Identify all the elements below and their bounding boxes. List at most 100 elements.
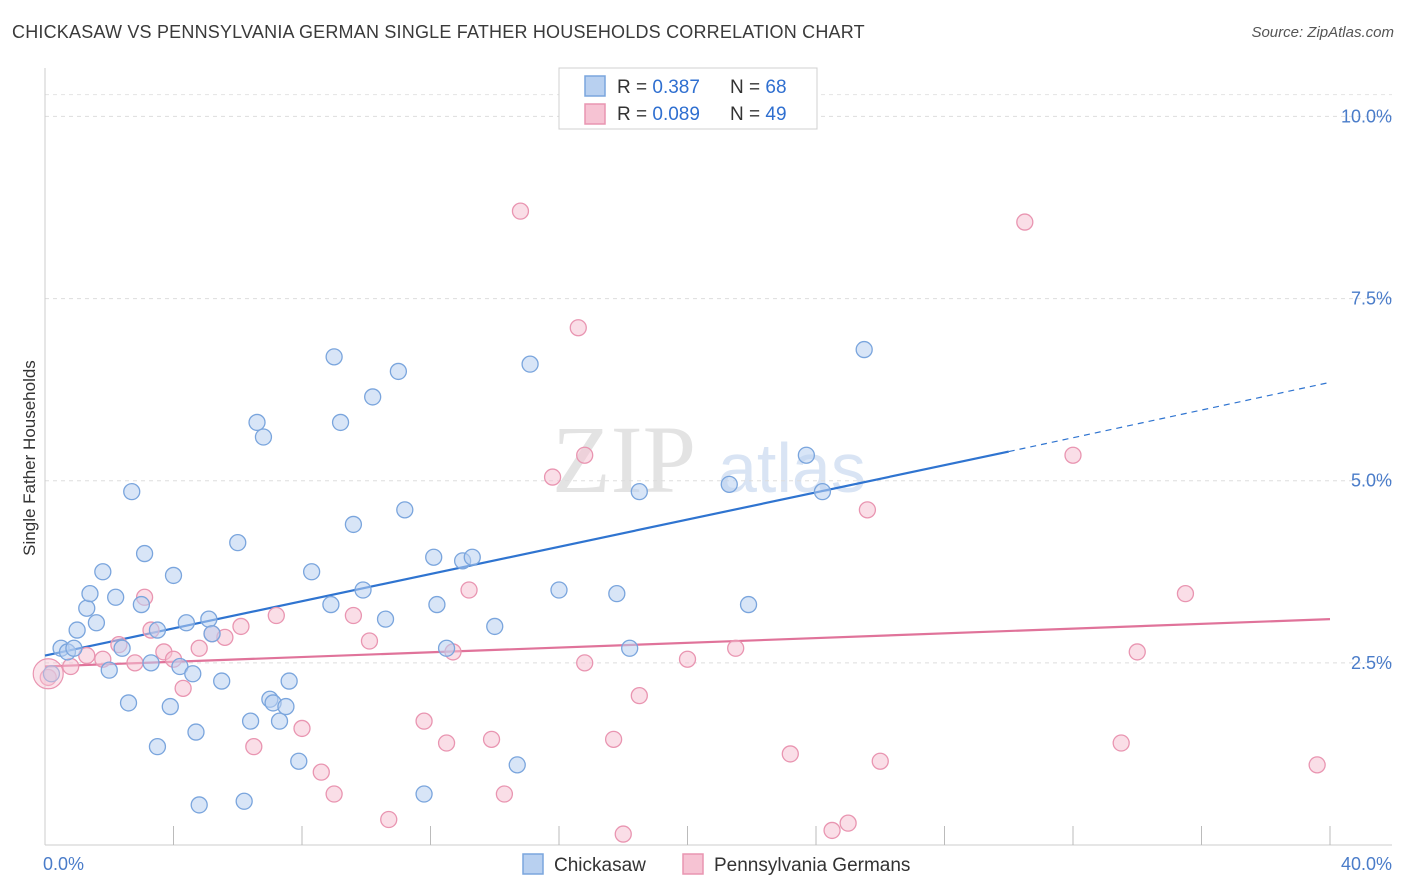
point-chickasaw-27 bbox=[203, 625, 221, 643]
point-pagerman-14 bbox=[232, 617, 250, 636]
point-pagerman-17 bbox=[293, 719, 311, 738]
watermark-zip: ZIP bbox=[552, 406, 696, 513]
point-pagerman-21 bbox=[360, 632, 379, 650]
point-pagerman-16 bbox=[267, 606, 285, 625]
point-pagerman-19 bbox=[325, 785, 343, 803]
point-pagerman-24 bbox=[437, 734, 456, 752]
point-chickasaw-53 bbox=[437, 639, 456, 657]
legend-swatch-pagerman bbox=[584, 103, 606, 125]
point-chickasaw-57 bbox=[508, 756, 526, 774]
point-chickasaw-24 bbox=[187, 723, 205, 741]
bottom-legend-swatch-chickasaw bbox=[522, 853, 544, 875]
bottom-legend-label-pagerman: Pennsylvania Germans bbox=[714, 855, 910, 876]
y-tick-label-1: 5.0% bbox=[1351, 471, 1392, 491]
point-pagerman-36 bbox=[630, 686, 648, 705]
point-chickasaw-15 bbox=[135, 544, 154, 563]
point-chickasaw-33 bbox=[254, 428, 273, 446]
trend-line-chickasaw-extension bbox=[1008, 381, 1331, 453]
point-pagerman-5 bbox=[126, 654, 144, 672]
legend-n-2: N = 49 bbox=[730, 104, 787, 125]
point-chickasaw-30 bbox=[235, 792, 253, 810]
point-pagerman-44 bbox=[1016, 213, 1034, 231]
point-chickasaw-23 bbox=[184, 665, 202, 683]
point-chickasaw-49 bbox=[396, 501, 414, 519]
point-pagerman-42 bbox=[858, 501, 877, 519]
point-pagerman-22 bbox=[380, 810, 398, 829]
bottom-legend-swatch-pagerman bbox=[682, 853, 704, 875]
watermark: ZIP atlas bbox=[552, 406, 866, 513]
point-pagerman-15 bbox=[245, 737, 263, 756]
point-chickasaw-40 bbox=[302, 563, 321, 581]
point-chickasaw-38 bbox=[280, 672, 298, 690]
point-pagerman-45 bbox=[1064, 446, 1082, 464]
point-chickasaw-67 bbox=[855, 340, 873, 359]
legend-n-value-1: 68 bbox=[765, 77, 786, 98]
point-pagerman-20 bbox=[344, 606, 363, 625]
y-tick-label-0: 2.5% bbox=[1351, 653, 1392, 673]
point-pagerman-46 bbox=[1112, 734, 1130, 752]
point-chickasaw-6 bbox=[81, 584, 99, 603]
legend-r-value-2: 0.089 bbox=[652, 104, 700, 125]
point-chickasaw-17 bbox=[148, 621, 167, 639]
point-chickasaw-65 bbox=[797, 446, 816, 464]
point-pagerman-43 bbox=[871, 752, 889, 770]
point-pagerman-28 bbox=[495, 785, 514, 803]
point-chickasaw-16 bbox=[142, 654, 160, 672]
watermark-atlas: atlas bbox=[718, 429, 866, 507]
point-chickasaw-19 bbox=[161, 697, 179, 716]
data-points bbox=[32, 202, 1326, 843]
bottom-legend: Chickasaw Pennsylvania Germans bbox=[522, 853, 910, 876]
point-chickasaw-48 bbox=[389, 362, 408, 381]
x-tick-label-0: 0.0% bbox=[43, 854, 84, 874]
point-chickasaw-21 bbox=[171, 657, 189, 676]
point-pagerman-37 bbox=[678, 650, 697, 668]
point-chickasaw-25 bbox=[190, 796, 208, 814]
point-chickasaw-45 bbox=[354, 581, 372, 599]
point-chickasaw-12 bbox=[119, 694, 138, 712]
point-chickasaw-52 bbox=[428, 595, 446, 614]
point-chickasaw-41 bbox=[322, 595, 340, 614]
point-chickasaw-22 bbox=[177, 614, 196, 632]
tick-labels: 2.5% 5.0% 7.5% 10.0% 0.0% 40.0% bbox=[43, 106, 1392, 874]
y-tick-label-2: 7.5% bbox=[1351, 289, 1392, 309]
point-chickasaw-13 bbox=[123, 482, 141, 501]
legend-n-value-2: 49 bbox=[765, 104, 786, 125]
point-chickasaw-5 bbox=[78, 599, 96, 617]
point-chickasaw-36 bbox=[270, 712, 289, 730]
point-pagerman-40 bbox=[823, 821, 841, 840]
y-axis-label: Single Father Households bbox=[20, 360, 39, 556]
legend-r-label-1: R = bbox=[617, 77, 652, 98]
legend-row-2: R = 0.089 bbox=[617, 104, 700, 125]
point-chickasaw-8 bbox=[94, 563, 112, 581]
point-chickasaw-14 bbox=[132, 595, 151, 614]
point-pagerman-41 bbox=[839, 814, 857, 832]
point-chickasaw-61 bbox=[621, 639, 639, 657]
axes bbox=[44, 68, 1392, 846]
point-pagerman-11 bbox=[190, 639, 208, 657]
point-cluster-origin bbox=[32, 658, 64, 690]
point-pagerman-18 bbox=[312, 763, 330, 781]
point-chickasaw-37 bbox=[277, 697, 295, 716]
point-pagerman-49 bbox=[1308, 756, 1326, 774]
point-chickasaw-64 bbox=[739, 595, 758, 614]
point-chickasaw-0 bbox=[42, 665, 61, 683]
point-chickasaw-11 bbox=[113, 639, 131, 657]
point-chickasaw-10 bbox=[107, 588, 125, 606]
legend-r-label-2: R = bbox=[617, 104, 652, 125]
point-pagerman-10 bbox=[174, 679, 192, 698]
legend-n-label-1: N = bbox=[730, 77, 765, 98]
point-pagerman-33 bbox=[576, 446, 594, 464]
point-chickasaw-42 bbox=[325, 348, 343, 366]
point-pagerman-34 bbox=[604, 730, 623, 749]
point-chickasaw-47 bbox=[376, 610, 395, 628]
y-tick-label-3: 10.0% bbox=[1341, 106, 1392, 126]
point-pagerman-23 bbox=[415, 712, 433, 730]
trend-line-pagerman bbox=[44, 618, 1331, 668]
point-pagerman-29 bbox=[511, 202, 530, 220]
point-chickasaw-9 bbox=[100, 661, 118, 679]
point-chickasaw-31 bbox=[241, 712, 260, 730]
x-tick-label-1: 40.0% bbox=[1341, 854, 1392, 874]
point-pagerman-26 bbox=[460, 581, 478, 599]
point-chickasaw-60 bbox=[608, 584, 626, 603]
